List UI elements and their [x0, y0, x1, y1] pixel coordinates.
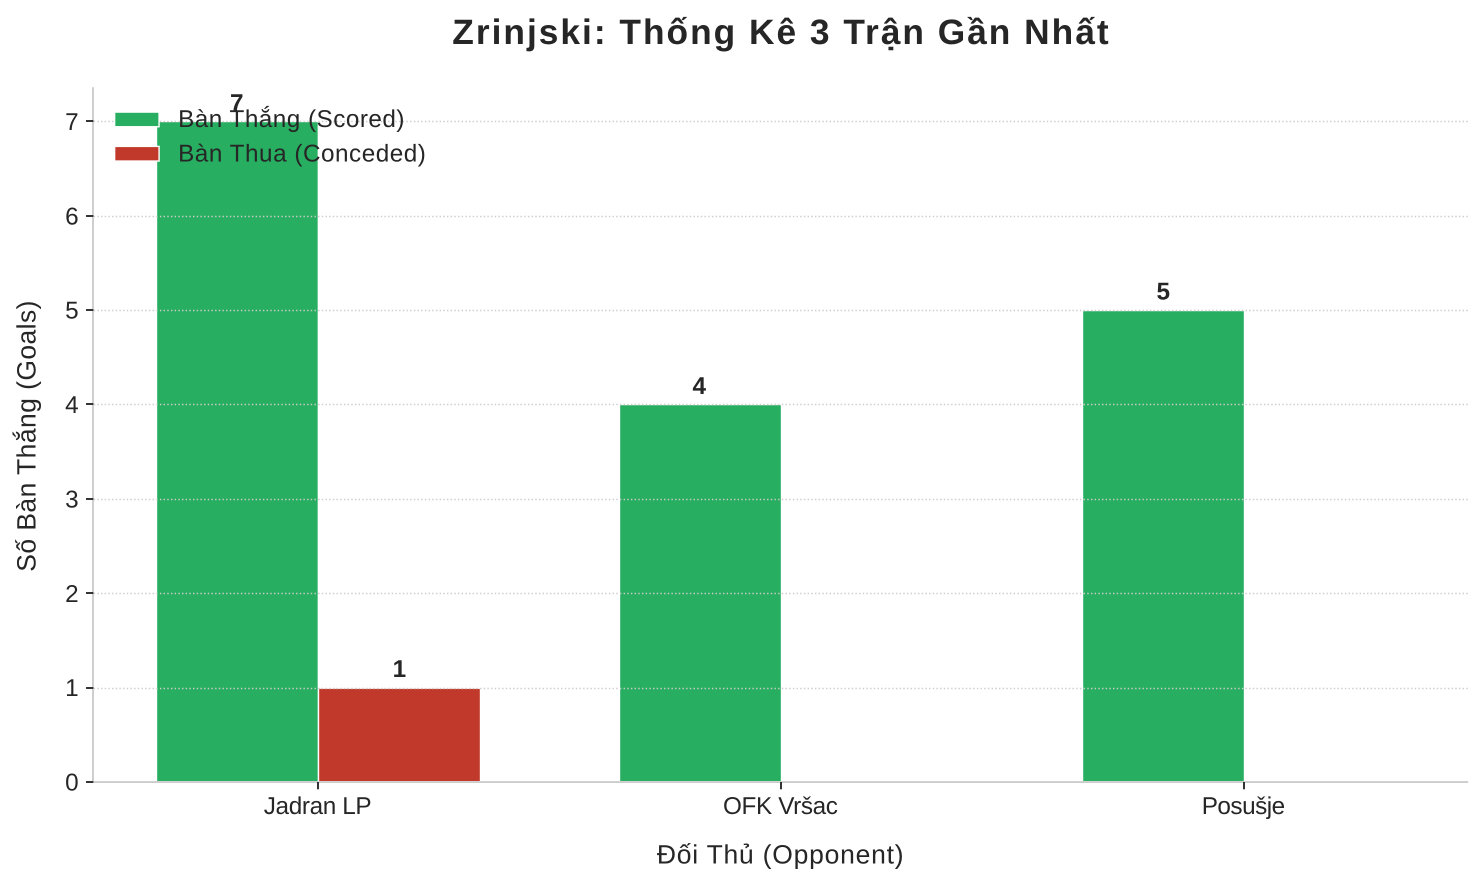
svg-text:Posušje: Posušje: [1202, 793, 1285, 820]
svg-text:5: 5: [65, 298, 79, 325]
svg-text:3: 3: [65, 486, 79, 513]
svg-text:7: 7: [65, 109, 79, 136]
svg-text:Số Bàn Thắng (Goals): Số Bàn Thắng (Goals): [11, 300, 41, 572]
svg-text:7: 7: [230, 90, 244, 117]
svg-text:2: 2: [65, 581, 79, 608]
svg-text:1: 1: [393, 656, 407, 683]
svg-text:OFK Vršac: OFK Vršac: [723, 793, 838, 820]
svg-text:4: 4: [693, 373, 707, 400]
svg-text:6: 6: [65, 203, 79, 230]
svg-text:Đối Thủ (Opponent): Đối Thủ (Opponent): [657, 840, 904, 870]
svg-text:0: 0: [65, 770, 79, 797]
svg-text:Jadran LP: Jadran LP: [264, 793, 371, 820]
svg-text:Bàn Thắng (Scored): Bàn Thắng (Scored): [178, 105, 405, 133]
svg-text:Zrinjski: Thống Kê 3 Trận Gần: Zrinjski: Thống Kê 3 Trận Gần Nhất: [452, 13, 1110, 52]
svg-text:1: 1: [65, 675, 79, 702]
svg-text:5: 5: [1156, 279, 1170, 306]
svg-text:4: 4: [65, 392, 79, 419]
svg-text:Bàn Thua (Conceded): Bàn Thua (Conceded): [178, 140, 426, 167]
